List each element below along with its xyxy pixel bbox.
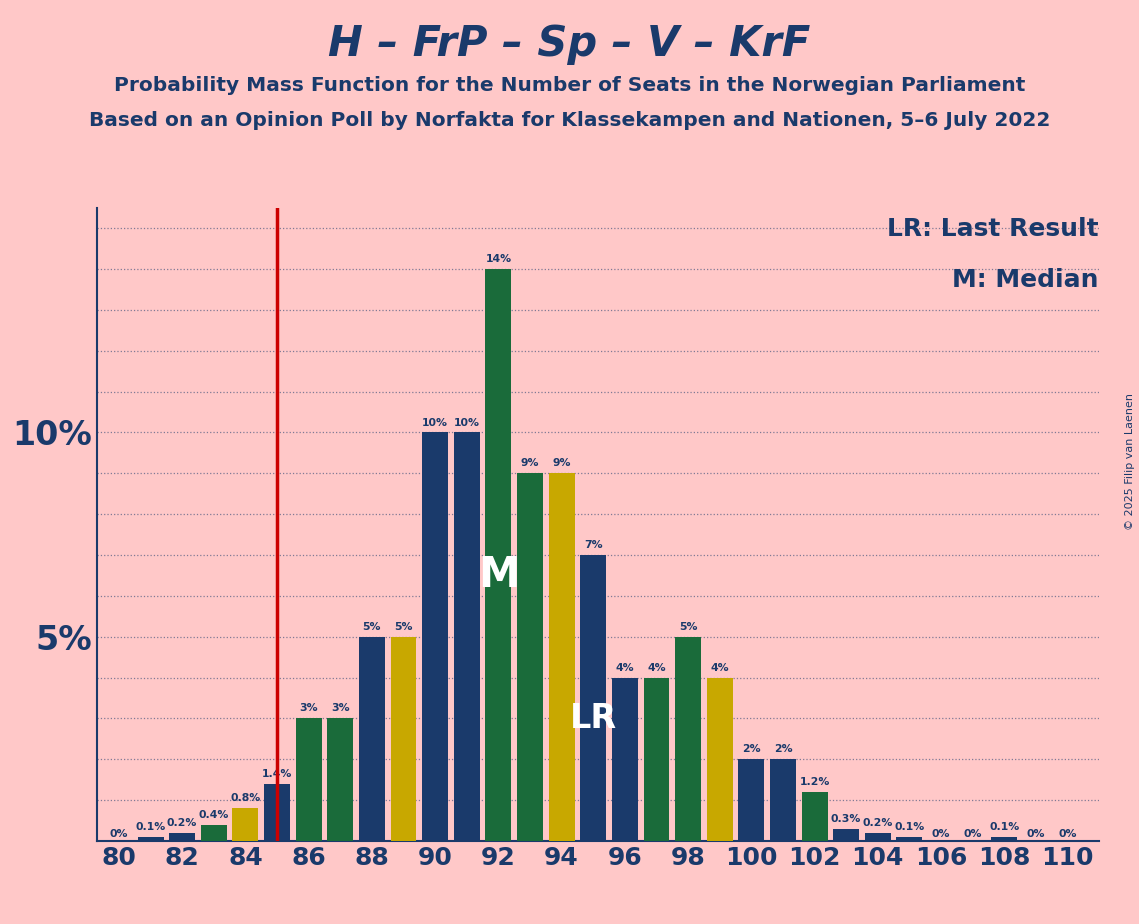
Bar	[865, 833, 891, 841]
Bar	[327, 718, 353, 841]
Text: LR: LR	[570, 702, 617, 735]
Text: 4%: 4%	[711, 663, 729, 673]
Text: 0%: 0%	[964, 829, 982, 839]
Text: 5%: 5%	[362, 622, 382, 632]
Bar	[706, 677, 732, 841]
Text: 0%: 0%	[1058, 829, 1076, 839]
Text: 0.1%: 0.1%	[136, 821, 165, 832]
Bar	[138, 837, 164, 841]
Bar	[359, 637, 385, 841]
Text: 0.3%: 0.3%	[831, 814, 861, 823]
Bar	[423, 432, 448, 841]
Bar	[738, 760, 764, 841]
Bar	[612, 677, 638, 841]
Text: 0.1%: 0.1%	[989, 821, 1019, 832]
Bar	[200, 824, 227, 841]
Text: 4%: 4%	[615, 663, 634, 673]
Text: 2%: 2%	[773, 744, 793, 754]
Text: 0%: 0%	[1026, 829, 1046, 839]
Text: M: Median: M: Median	[951, 268, 1098, 292]
Text: 0.4%: 0.4%	[198, 809, 229, 820]
Text: 4%: 4%	[647, 663, 666, 673]
Bar	[264, 784, 290, 841]
Text: 9%: 9%	[521, 458, 539, 468]
Bar	[517, 473, 543, 841]
Bar	[770, 760, 796, 841]
Text: H – FrP – Sp – V – KrF: H – FrP – Sp – V – KrF	[328, 23, 811, 65]
Bar	[170, 833, 195, 841]
Text: 0.8%: 0.8%	[230, 794, 261, 803]
Bar	[453, 432, 480, 841]
Text: 1.4%: 1.4%	[262, 769, 293, 779]
Text: 0.2%: 0.2%	[862, 818, 893, 828]
Text: 14%: 14%	[485, 254, 511, 264]
Bar	[834, 829, 859, 841]
Text: 2%: 2%	[741, 744, 761, 754]
Bar	[296, 718, 321, 841]
Text: 5%: 5%	[394, 622, 412, 632]
Text: 7%: 7%	[584, 541, 603, 550]
Bar	[549, 473, 574, 841]
Text: 10%: 10%	[423, 418, 448, 428]
Text: 0.2%: 0.2%	[167, 818, 197, 828]
Text: © 2025 Filip van Laenen: © 2025 Filip van Laenen	[1125, 394, 1134, 530]
Bar	[644, 677, 670, 841]
Bar	[580, 555, 606, 841]
Text: Based on an Opinion Poll by Norfakta for Klassekampen and Nationen, 5–6 July 202: Based on an Opinion Poll by Norfakta for…	[89, 111, 1050, 130]
Text: M: M	[477, 554, 519, 596]
Text: 9%: 9%	[552, 458, 571, 468]
Text: 10%: 10%	[453, 418, 480, 428]
Bar	[485, 269, 511, 841]
Text: 0%: 0%	[109, 829, 129, 839]
Text: Probability Mass Function for the Number of Seats in the Norwegian Parliament: Probability Mass Function for the Number…	[114, 76, 1025, 95]
Bar	[232, 808, 259, 841]
Bar	[991, 837, 1017, 841]
Bar	[391, 637, 417, 841]
Bar	[802, 792, 828, 841]
Text: 3%: 3%	[331, 703, 350, 713]
Text: 0%: 0%	[932, 829, 950, 839]
Bar	[896, 837, 923, 841]
Text: LR: Last Result: LR: Last Result	[886, 217, 1098, 241]
Text: 3%: 3%	[300, 703, 318, 713]
Text: 5%: 5%	[679, 622, 697, 632]
Text: 1.2%: 1.2%	[800, 777, 829, 787]
Text: 0.1%: 0.1%	[894, 821, 925, 832]
Bar	[675, 637, 700, 841]
